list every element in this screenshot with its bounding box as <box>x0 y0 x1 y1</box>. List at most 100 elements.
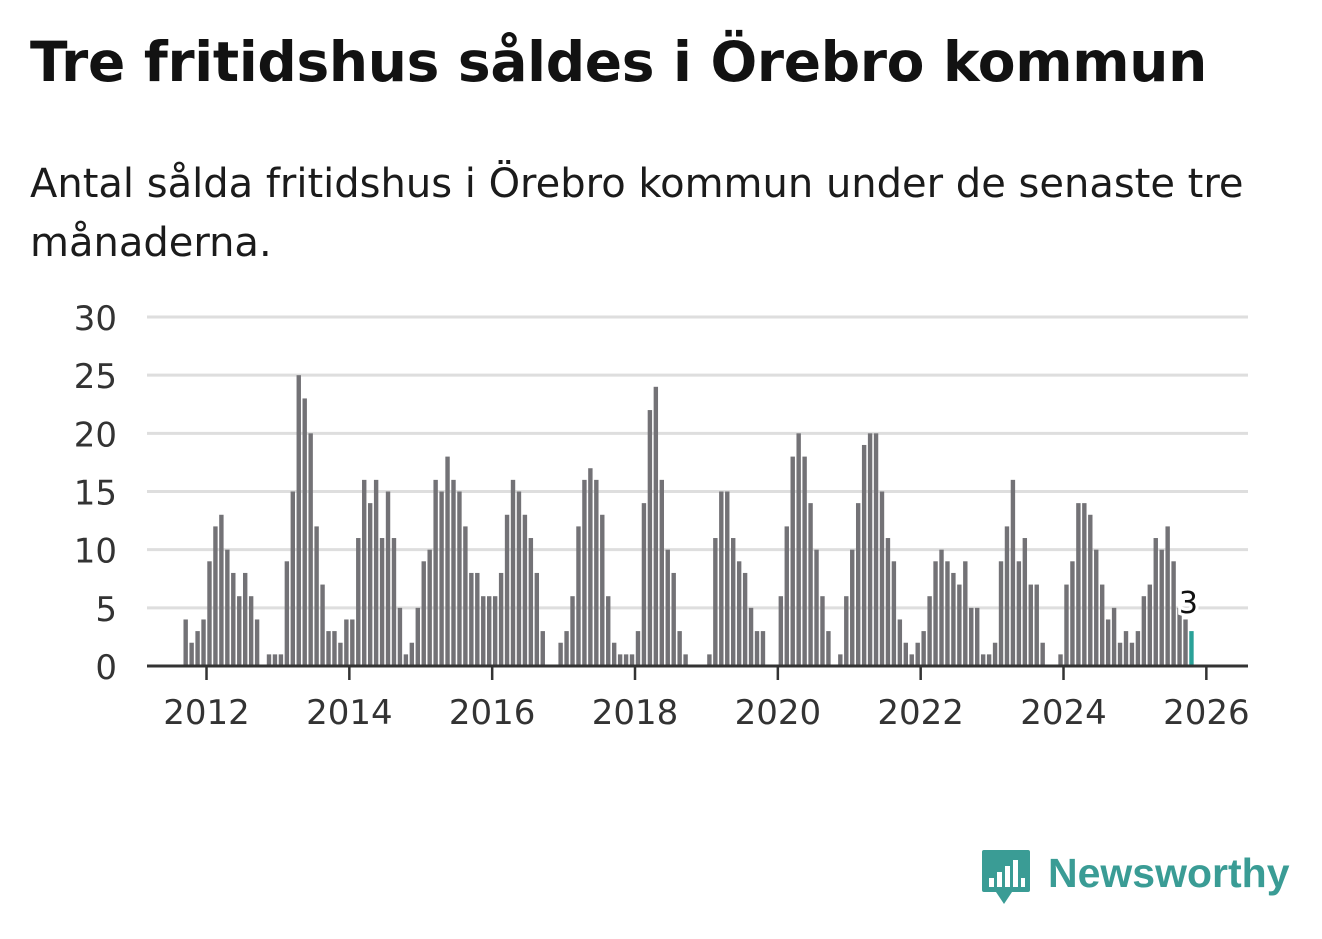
bar <box>558 642 563 666</box>
bar <box>510 479 516 666</box>
bar <box>1165 526 1170 666</box>
bar <box>391 538 397 666</box>
y-tick-label: 5 <box>95 590 117 630</box>
bar <box>909 654 914 666</box>
bar <box>588 468 593 666</box>
bar <box>1016 561 1022 666</box>
bar <box>439 491 444 666</box>
bar <box>861 444 867 666</box>
bar <box>1141 596 1147 666</box>
bar <box>409 642 415 666</box>
y-axis-tick-labels: 0 5 10 15 20 25 30 <box>74 299 117 688</box>
bar <box>570 596 575 666</box>
bar <box>1099 584 1105 666</box>
bar <box>1183 619 1188 666</box>
bar <box>189 642 194 666</box>
bar <box>415 607 420 666</box>
bar <box>516 491 522 666</box>
bar <box>338 642 343 666</box>
bar <box>713 538 718 666</box>
bar <box>796 433 801 666</box>
last-value-label: 3 <box>1179 586 1198 621</box>
bar <box>1070 561 1075 666</box>
bar <box>1022 538 1028 666</box>
bar <box>373 479 379 666</box>
chart-title: Tre fritidshus såldes i Örebro kommun <box>30 30 1207 94</box>
bar <box>754 631 760 666</box>
bar <box>808 503 813 666</box>
bar <box>975 607 980 666</box>
bar <box>957 584 962 666</box>
bar <box>1129 642 1135 666</box>
x-tick-label: 2026 <box>1163 693 1250 733</box>
newsworthy-bar-chart-logo-icon <box>982 850 1030 904</box>
bar <box>427 549 432 666</box>
bar <box>855 503 861 666</box>
bar <box>659 479 664 666</box>
bar <box>332 631 337 666</box>
bar <box>1040 642 1045 666</box>
bar <box>742 572 748 666</box>
bar <box>1088 514 1093 666</box>
bar <box>611 642 617 666</box>
bar <box>397 607 403 666</box>
bars <box>183 375 1194 666</box>
bar <box>302 398 307 666</box>
data-labels: 3 <box>1176 583 1201 624</box>
bar <box>921 631 926 666</box>
bar <box>641 503 647 666</box>
bar <box>1135 631 1141 666</box>
bar <box>677 631 682 666</box>
y-tick-label: 30 <box>74 299 117 339</box>
bar <box>1064 584 1069 666</box>
bar <box>564 631 569 666</box>
bar <box>671 572 676 666</box>
bar <box>213 526 218 666</box>
x-tick-label: 2018 <box>592 693 679 733</box>
bar <box>201 619 206 666</box>
bar <box>1058 654 1063 666</box>
bar <box>451 479 456 666</box>
bar <box>350 619 355 666</box>
bar <box>403 654 409 666</box>
bar <box>725 491 730 666</box>
bar <box>873 433 879 666</box>
bar <box>362 479 367 666</box>
y-tick-label: 15 <box>74 474 117 514</box>
bar <box>469 572 474 666</box>
bar <box>838 654 843 666</box>
bar <box>296 375 301 666</box>
x-tick-label: 2016 <box>449 693 536 733</box>
bar <box>1094 549 1099 666</box>
bar <box>195 631 200 666</box>
bar <box>647 410 653 666</box>
bar <box>290 491 296 666</box>
bar <box>748 607 754 666</box>
bar <box>980 654 986 666</box>
bar <box>254 619 260 666</box>
bar <box>183 619 188 666</box>
bar <box>231 572 236 666</box>
bar-chart: 0 5 10 15 20 25 30 2012 2014 2016 2018 2020 2022 202… <box>74 299 1250 733</box>
bar <box>445 456 450 666</box>
bar <box>802 456 807 666</box>
bar <box>939 549 944 666</box>
bar <box>487 596 492 666</box>
bar <box>528 538 534 666</box>
bar <box>885 538 891 666</box>
bar <box>1117 642 1123 666</box>
bar <box>1111 607 1117 666</box>
bar <box>504 514 510 666</box>
bar <box>897 619 903 666</box>
bar <box>629 654 635 666</box>
x-axis-tick-labels: 2012 2014 2016 2018 2020 2022 2024 2026 <box>163 693 1249 733</box>
bar <box>582 479 587 666</box>
bar <box>1082 503 1087 666</box>
bar <box>736 561 742 666</box>
bar <box>992 642 998 666</box>
bar <box>790 456 795 666</box>
brand-name: Newsworthy <box>1048 850 1290 896</box>
bar <box>1028 584 1033 666</box>
bar <box>1076 503 1081 666</box>
bar <box>242 572 248 666</box>
